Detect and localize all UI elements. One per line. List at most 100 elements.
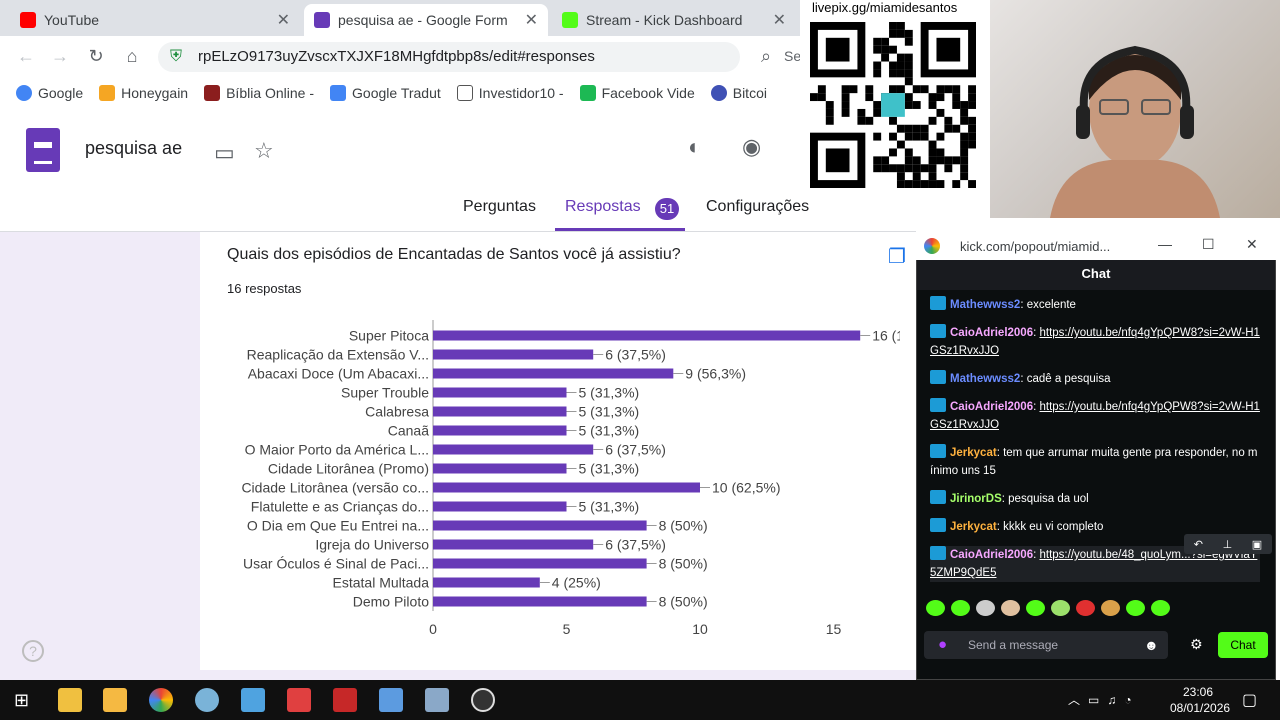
close-icon[interactable]: ✕ xyxy=(524,12,538,29)
palette-icon[interactable]: ◐ xyxy=(688,134,702,159)
chat-link[interactable]: https://youtu.be/nfq4gYpQPW8?si=2vW-H1GS… xyxy=(930,401,1260,431)
notepad-taskbar-icon[interactable] xyxy=(241,688,265,712)
emote-icon[interactable] xyxy=(1076,600,1095,616)
form-title[interactable]: pesquisa ae xyxy=(85,138,183,158)
tab-settings[interactable]: Configurações xyxy=(706,198,810,215)
address-text: rpELzO9173uyZvscxTXJXF18MHgfdtpbp8s/edit… xyxy=(198,48,595,65)
chat-username[interactable]: Mathewwss2 xyxy=(950,299,1021,311)
windows-start-icon[interactable]: ⊞ xyxy=(14,690,30,710)
preview-eye-icon[interactable]: ◉ xyxy=(742,134,762,159)
qr-module xyxy=(968,93,976,102)
reload-icon[interactable]: ↻ xyxy=(88,46,104,66)
qr-module xyxy=(928,116,937,125)
chat-send-button[interactable]: Chat xyxy=(1218,632,1268,658)
paint-taskbar-icon[interactable] xyxy=(379,688,403,712)
reply-icon[interactable]: ↶ xyxy=(1193,538,1204,551)
qr-module xyxy=(881,53,890,62)
search-icon[interactable]: ⌕ xyxy=(760,46,772,66)
chat-link[interactable]: https://youtu.be/nfq4gYpQPW8?si=2vW-H1GS… xyxy=(930,327,1260,357)
app-taskbar-icon[interactable] xyxy=(195,688,219,712)
close-icon[interactable]: ✕ xyxy=(772,12,786,29)
close-icon[interactable]: ✕ xyxy=(276,12,290,29)
explorer-window-taskbar-icon[interactable] xyxy=(425,688,449,712)
chart-category-label: Canaã xyxy=(388,423,429,439)
maximize-icon[interactable]: ☐ xyxy=(1202,236,1215,252)
tab-questions[interactable]: Perguntas xyxy=(463,198,536,215)
qr-module xyxy=(936,180,945,188)
qr-module xyxy=(952,156,961,165)
address-bar[interactable]: ⛨ rpELzO9173uyZvscxTXJXF18MHgfdtpbp8s/ed… xyxy=(158,42,740,72)
bookmark-bitcoin[interactable]: Bitcoi xyxy=(710,85,767,101)
emote-icon[interactable] xyxy=(926,600,945,616)
chat-username[interactable]: Jerkycat xyxy=(950,521,997,533)
qr-module xyxy=(912,156,921,165)
chart-category-label: Super Pitoca xyxy=(349,328,429,344)
bookmark-google[interactable]: Google xyxy=(16,85,83,101)
tab-kick-dashboard[interactable]: Stream - Kick Dashboard ✕ xyxy=(552,4,796,36)
emote-icon[interactable] xyxy=(951,600,970,616)
search-stub[interactable]: Se xyxy=(784,48,802,64)
chat-username[interactable]: CaioAdriel2006 xyxy=(950,327,1034,339)
folder-icon[interactable]: ▭ xyxy=(214,140,235,165)
close-window-icon[interactable]: ✕ xyxy=(1246,236,1258,252)
tab-google-forms[interactable]: pesquisa ae - Google Form ✕ xyxy=(304,4,548,36)
bookmark-honeygain[interactable]: Honeygain xyxy=(99,85,188,101)
bookmark-facebook[interactable]: Facebook Vide xyxy=(579,85,695,101)
help-icon[interactable]: ? xyxy=(22,640,44,662)
qr-module xyxy=(896,53,905,62)
emote-icon[interactable] xyxy=(1151,600,1170,616)
star-icon[interactable]: ☆ xyxy=(254,138,274,163)
home-icon[interactable]: ⌂ xyxy=(126,46,138,66)
emote-icon[interactable] xyxy=(1026,600,1045,616)
bible-icon xyxy=(204,85,221,101)
chrome-taskbar-icon[interactable] xyxy=(149,688,173,712)
bookmark-label: Bíblia Online - xyxy=(226,85,315,101)
qr-module xyxy=(889,45,897,54)
taskbar-clock[interactable]: 23:06 08/01/2026 xyxy=(1170,684,1231,716)
emoji-picker-icon[interactable]: ☻ xyxy=(1144,637,1159,653)
system-tray-icons[interactable]: ︿▭♫◔ xyxy=(1068,693,1140,707)
pin-icon[interactable]: ⊥ xyxy=(1222,538,1233,551)
minimize-icon[interactable]: — xyxy=(1158,236,1172,252)
qr-module xyxy=(889,22,897,30)
message-actions: ↶ ⊥ ▣ xyxy=(1184,534,1272,554)
tab-youtube[interactable]: YouTube ✕ xyxy=(10,4,300,36)
forward-icon[interactable]: → xyxy=(51,46,69,66)
qr-module xyxy=(968,101,976,109)
chat-username[interactable]: CaioAdriel2006 xyxy=(950,549,1034,561)
tab-responses[interactable]: Respostas xyxy=(565,198,641,215)
chat-username[interactable]: JirinorDS xyxy=(950,493,1002,505)
obs-taskbar-icon[interactable] xyxy=(471,688,495,712)
file-explorer-icon[interactable] xyxy=(58,688,82,712)
emote-icon[interactable] xyxy=(1126,600,1145,616)
chat-username[interactable]: Jerkycat xyxy=(950,447,997,459)
copy-chart-icon[interactable]: ❐ xyxy=(888,246,906,268)
qr-module xyxy=(936,108,945,117)
qr-module xyxy=(857,108,866,117)
qr-module xyxy=(825,108,834,117)
bookmark-investidor[interactable]: Investidor10 - xyxy=(456,85,564,101)
chat-username[interactable]: Mathewwss2 xyxy=(950,373,1021,385)
calculator-taskbar-icon[interactable] xyxy=(287,688,311,712)
emote-icon[interactable] xyxy=(976,600,995,616)
delete-icon[interactable]: ▣ xyxy=(1251,538,1263,551)
chat-username[interactable]: CaioAdriel2006 xyxy=(950,401,1034,413)
chat-message-input[interactable]: ● Send a message ☻ xyxy=(924,631,1168,659)
qr-module xyxy=(920,124,929,133)
emote-icon[interactable] xyxy=(1001,600,1020,616)
emote-icon[interactable] xyxy=(1051,600,1070,616)
back-icon[interactable]: ← xyxy=(17,46,35,66)
flash-taskbar-icon[interactable] xyxy=(333,688,357,712)
bookmark-biblia[interactable]: Bíblia Online - xyxy=(204,85,314,101)
chart-data-label: 10 (62,5%) xyxy=(712,480,780,496)
media-player-icon[interactable] xyxy=(103,688,127,712)
google-forms-logo[interactable] xyxy=(26,128,60,172)
qr-module xyxy=(928,148,937,157)
microphone-icon[interactable]: ● xyxy=(938,636,948,653)
emote-icon[interactable] xyxy=(1101,600,1120,616)
chat-settings-gear-icon[interactable]: ⚙ xyxy=(1190,636,1203,652)
bookmark-translate[interactable]: Google Tradut xyxy=(330,85,441,101)
clock-date: 08/01/2026 xyxy=(1170,701,1231,715)
notifications-icon[interactable]: ▢ xyxy=(1242,692,1258,709)
bookmark-label: Investidor10 - xyxy=(478,85,564,101)
